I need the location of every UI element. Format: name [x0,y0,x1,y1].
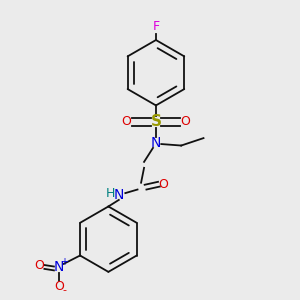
Text: +: + [60,257,68,267]
Text: O: O [54,280,64,293]
Text: N: N [54,260,64,274]
Text: N: N [151,136,161,150]
Text: O: O [34,260,44,272]
Text: N: N [114,188,124,202]
Text: O: O [181,115,190,128]
Text: F: F [152,20,160,33]
Text: H: H [106,187,115,200]
Text: O: O [158,178,168,191]
Text: O: O [121,115,131,128]
Text: -: - [63,285,67,295]
Text: S: S [150,114,161,129]
